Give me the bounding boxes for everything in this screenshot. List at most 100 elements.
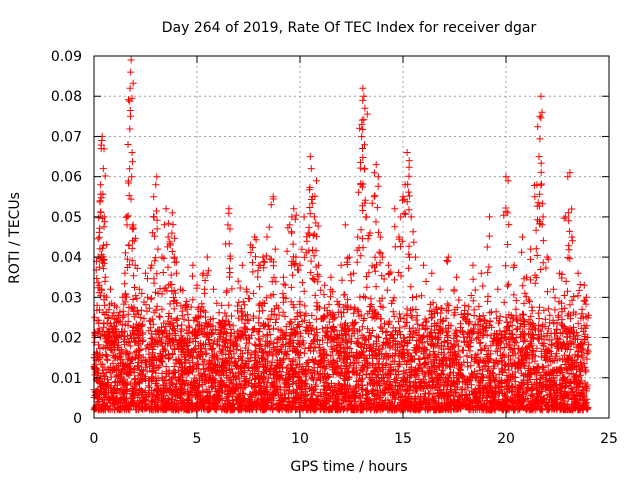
data-point bbox=[485, 380, 493, 388]
data-point bbox=[287, 326, 295, 333]
data-point bbox=[492, 347, 500, 355]
data-point bbox=[158, 396, 166, 404]
data-point bbox=[428, 394, 436, 402]
data-point bbox=[287, 373, 294, 381]
data-point bbox=[437, 349, 445, 356]
data-point bbox=[218, 378, 226, 386]
data-point bbox=[567, 370, 575, 377]
data-point bbox=[337, 341, 345, 349]
data-point bbox=[271, 345, 279, 353]
data-point bbox=[121, 366, 129, 374]
data-point bbox=[334, 394, 342, 402]
data-point bbox=[175, 345, 183, 353]
data-point bbox=[179, 388, 187, 396]
data-point bbox=[460, 375, 468, 383]
data-point bbox=[567, 356, 575, 364]
data-point bbox=[126, 406, 134, 414]
data-point bbox=[254, 361, 262, 369]
data-point bbox=[99, 366, 107, 374]
data-point bbox=[395, 310, 403, 318]
data-point bbox=[128, 385, 136, 392]
data-point bbox=[346, 345, 354, 352]
data-point bbox=[469, 391, 477, 399]
data-point bbox=[215, 309, 223, 317]
data-point bbox=[355, 350, 363, 358]
data-point bbox=[451, 381, 459, 388]
data-point bbox=[452, 389, 460, 396]
data-point bbox=[381, 352, 389, 360]
data-point bbox=[554, 313, 562, 321]
data-point bbox=[345, 388, 352, 396]
data-point bbox=[471, 374, 479, 382]
data-point bbox=[398, 342, 406, 350]
data-point bbox=[382, 328, 390, 336]
data-point bbox=[560, 324, 568, 332]
data-point bbox=[416, 356, 424, 363]
data-point bbox=[100, 385, 108, 393]
data-point bbox=[310, 376, 317, 384]
data-point bbox=[462, 378, 470, 386]
data-point bbox=[563, 366, 571, 373]
data-point bbox=[312, 315, 320, 323]
data-point bbox=[503, 340, 511, 348]
data-point bbox=[303, 391, 311, 399]
data-point bbox=[475, 390, 483, 398]
data-point bbox=[394, 344, 401, 352]
data-point bbox=[302, 327, 310, 335]
data-point bbox=[357, 366, 365, 374]
data-point bbox=[205, 392, 213, 400]
data-point bbox=[340, 348, 348, 356]
data-point bbox=[169, 338, 176, 346]
data-point bbox=[547, 385, 555, 393]
data-point bbox=[508, 383, 516, 391]
data-point bbox=[573, 344, 581, 352]
data-point bbox=[223, 393, 231, 401]
data-point bbox=[514, 364, 522, 372]
data-point bbox=[296, 308, 304, 316]
data-point bbox=[406, 330, 414, 338]
data-point bbox=[316, 405, 324, 413]
data-point bbox=[306, 322, 314, 330]
data-point bbox=[519, 310, 526, 318]
data-point bbox=[473, 358, 481, 366]
data-point bbox=[289, 346, 297, 354]
data-point bbox=[495, 404, 503, 412]
data-point bbox=[162, 347, 169, 355]
data-point bbox=[574, 332, 582, 340]
data-point bbox=[366, 400, 374, 408]
data-point bbox=[561, 351, 568, 359]
data-point bbox=[94, 395, 101, 403]
data-point bbox=[170, 363, 178, 370]
data-point bbox=[581, 364, 589, 372]
data-point bbox=[404, 356, 412, 364]
data-point bbox=[460, 338, 468, 346]
data-point bbox=[233, 381, 241, 389]
data-point bbox=[204, 389, 212, 397]
data-point bbox=[530, 335, 538, 343]
data-point bbox=[137, 345, 145, 353]
data-point bbox=[408, 372, 416, 380]
data-point bbox=[198, 381, 206, 388]
data-point bbox=[319, 346, 327, 353]
data-point bbox=[177, 397, 185, 405]
data-point bbox=[275, 311, 283, 319]
data-point bbox=[358, 362, 366, 370]
data-point bbox=[524, 378, 532, 386]
data-point bbox=[159, 329, 166, 337]
data-point bbox=[559, 340, 567, 347]
data-point bbox=[486, 397, 494, 405]
data-point bbox=[114, 377, 122, 385]
data-point bbox=[552, 352, 560, 360]
data-point bbox=[489, 337, 497, 345]
data-point bbox=[127, 360, 135, 367]
data-point bbox=[285, 355, 293, 363]
data-point bbox=[244, 346, 252, 354]
data-point bbox=[313, 329, 321, 337]
data-point bbox=[289, 356, 297, 364]
data-point bbox=[581, 399, 589, 407]
data-point bbox=[388, 299, 396, 307]
data-point bbox=[325, 300, 333, 308]
data-point bbox=[237, 347, 245, 355]
data-point bbox=[134, 394, 142, 402]
data-point bbox=[241, 319, 249, 327]
